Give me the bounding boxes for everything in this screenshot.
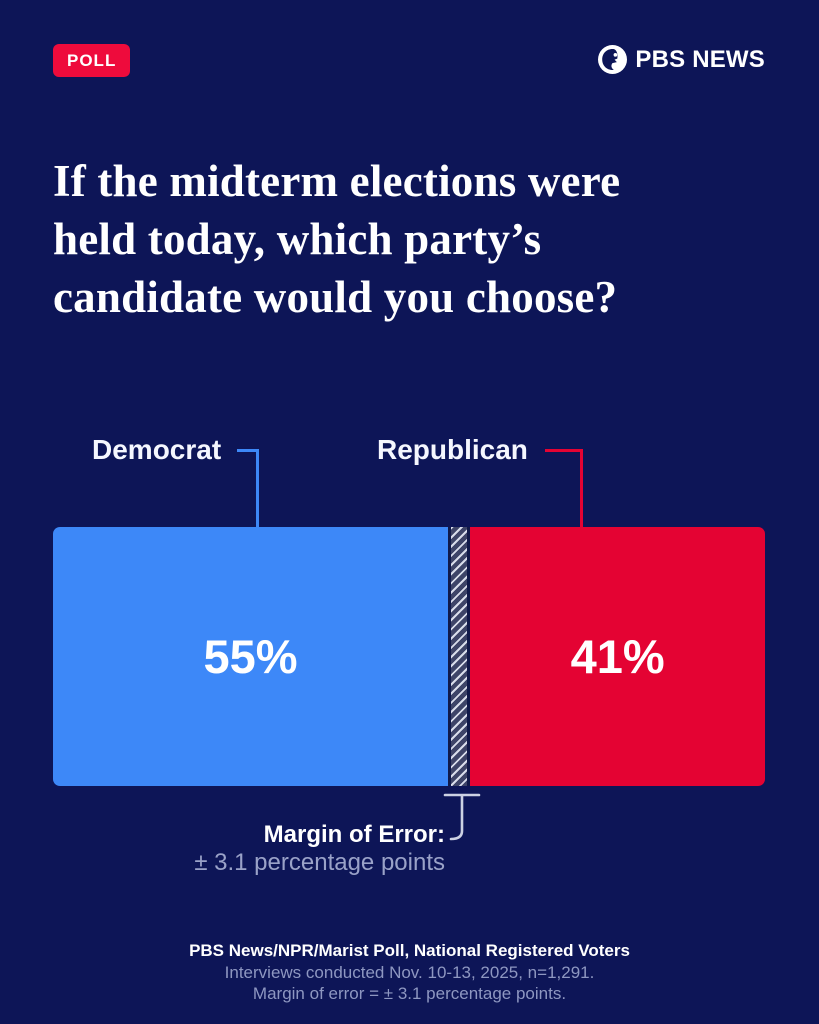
democrat-leader-line-vertical — [256, 449, 259, 528]
label-republican: Republican — [377, 434, 528, 465]
source-footer: PBS News/NPR/Marist Poll, National Regis… — [0, 940, 819, 1004]
headline-line-3: candidate would you choose? — [53, 272, 618, 322]
footer-interviews-line: Interviews conducted Nov. 10-13, 2025, n… — [224, 962, 595, 982]
footer-source-line: PBS News/NPR/Marist Poll, National Regis… — [189, 941, 630, 960]
bar-segment-margin-of-error — [448, 527, 471, 786]
footer-moe-line: Margin of error = ± 3.1 percentage point… — [252, 984, 567, 1003]
bar-segment-democrat: 55% — [53, 527, 449, 786]
poll-badge: POLL — [53, 44, 131, 77]
pbs-logo-icon — [598, 45, 628, 74]
label-democrat: Democrat — [92, 434, 222, 465]
margin-of-error-bracket — [443, 793, 481, 841]
republican-leader-line-horizontal — [545, 449, 583, 452]
bar-segment-republican: 41% — [470, 527, 765, 786]
pbs-news-wordmark: PBS NEWS — [635, 45, 765, 73]
pbs-news-brand: PBS NEWS — [598, 45, 765, 74]
democrat-leader-line-horizontal — [237, 449, 259, 452]
republican-value-label: 41% — [570, 630, 665, 683]
democrat-value-label: 55% — [203, 630, 298, 683]
margin-of-error-title: Margin of Error: — [263, 821, 445, 848]
margin-of-error-value: ± 3.1 percentage points — [194, 849, 445, 876]
margin-of-error-note: Margin of Error: ± 3.1 percentage points — [194, 821, 445, 876]
headline-line-1: If the midterm elections were — [53, 156, 621, 206]
page-title: If the midterm elections were held today… — [53, 152, 773, 326]
stacked-bar: 55% 41% — [53, 527, 765, 786]
republican-leader-line-vertical — [580, 449, 583, 528]
headline-line-2: held today, which party’s — [53, 214, 542, 264]
